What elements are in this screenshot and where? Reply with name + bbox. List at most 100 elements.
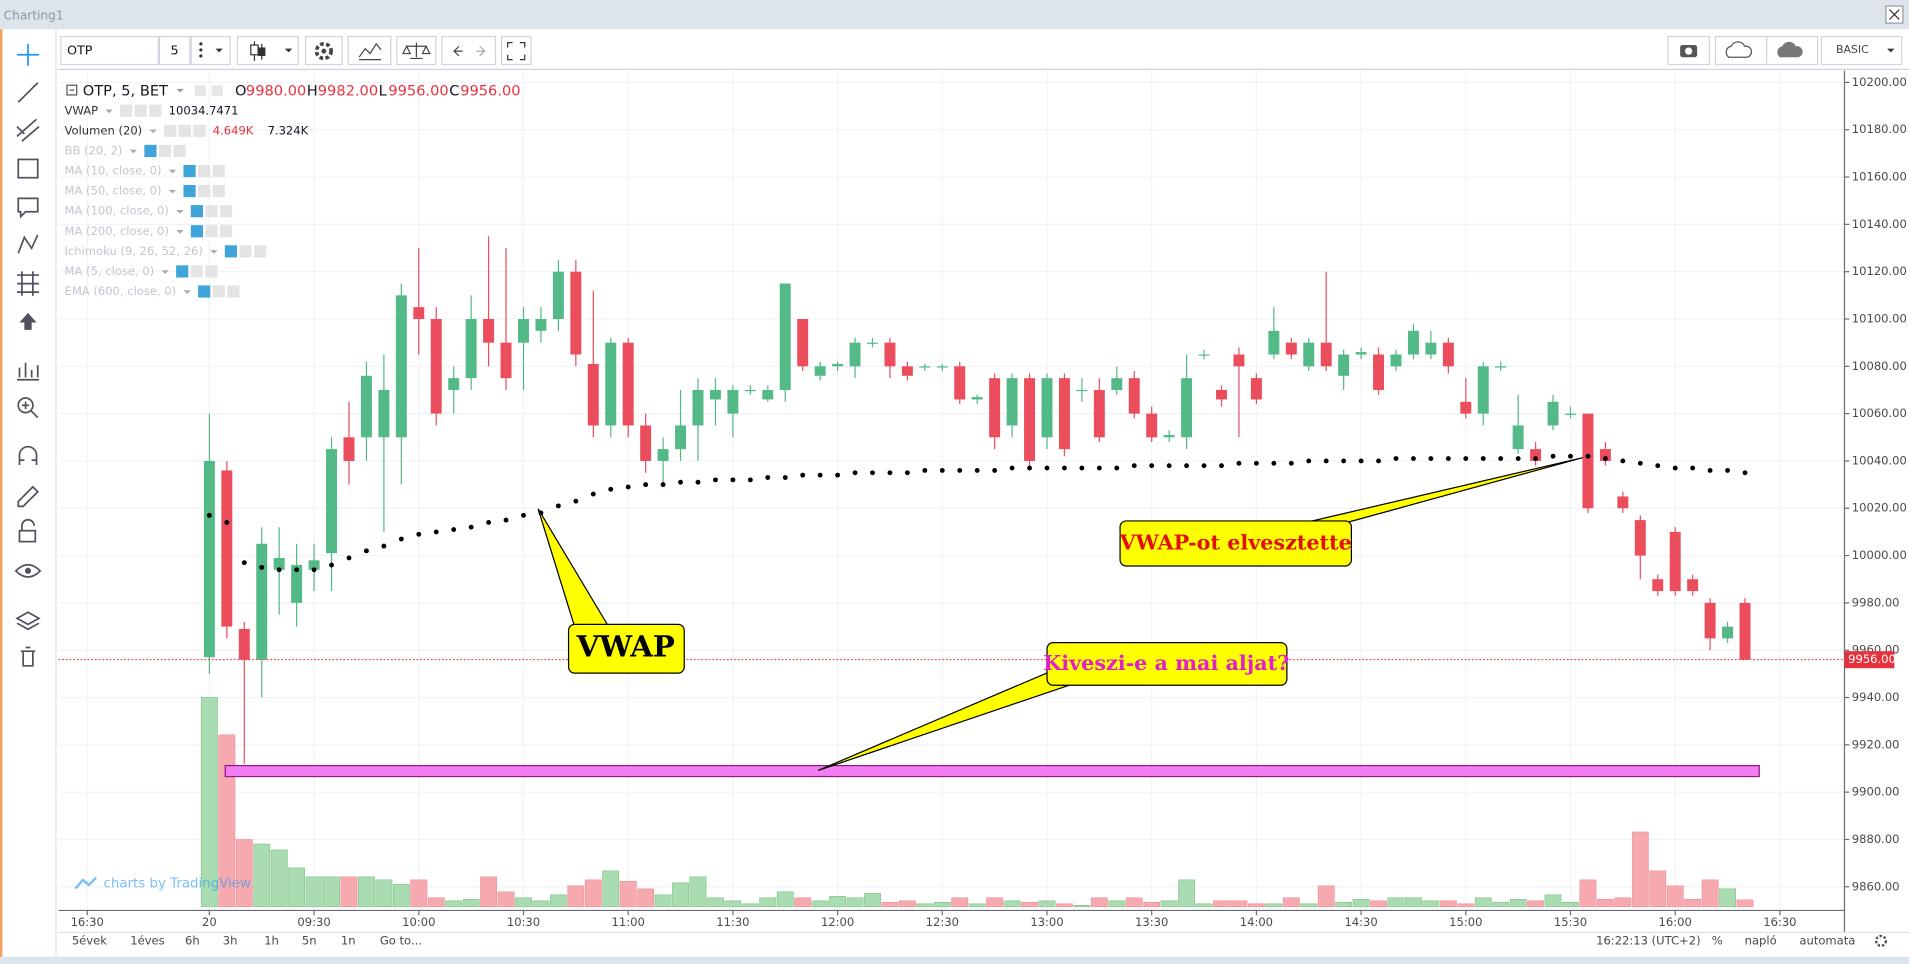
indicator-eye[interactable]	[119, 104, 133, 117]
vwap-dot	[887, 470, 893, 476]
log-toggle[interactable]: napló	[1745, 933, 1777, 947]
percent-toggle[interactable]: %	[1712, 933, 1723, 947]
pitchfork-tool[interactable]	[16, 118, 40, 142]
indicator-remove[interactable]	[205, 265, 218, 278]
indicator-settings[interactable]	[134, 104, 147, 117]
y-tick-label: 10120.00	[1852, 264, 1907, 278]
indicator-remove[interactable]	[220, 225, 233, 238]
indicator-remove[interactable]	[193, 124, 206, 137]
volume-bar	[305, 876, 323, 908]
indicator-eye[interactable]	[164, 124, 177, 137]
vwap-dot	[974, 467, 980, 473]
candle-body	[1058, 378, 1070, 450]
callout[interactable]: VWAP	[537, 508, 685, 674]
plan-button[interactable]	[1820, 35, 1903, 66]
interval-menu[interactable]	[190, 35, 231, 66]
candle-body	[465, 319, 477, 379]
vwap-dot	[1184, 463, 1190, 469]
indicator-remove[interactable]	[254, 245, 267, 258]
interval-input[interactable]	[158, 35, 191, 66]
volume-bar	[392, 884, 410, 908]
drawing-mode-tool[interactable]	[17, 485, 39, 508]
auto-toggle[interactable]: automata	[1799, 933, 1855, 947]
collapse-button[interactable]	[66, 84, 78, 96]
indicator-remove[interactable]	[149, 104, 162, 117]
visibility-tool[interactable]	[14, 563, 42, 578]
indicator-eye[interactable]	[198, 285, 211, 298]
callout[interactable]: Kiveszi-e a mai aljat?	[817, 642, 1289, 772]
indicator-eye[interactable]	[224, 245, 238, 258]
indicator-eye[interactable]	[190, 205, 203, 218]
range-button[interactable]: 6h	[185, 933, 200, 947]
volume-bar	[759, 897, 777, 908]
indicator-settings[interactable]	[212, 285, 225, 298]
load-button[interactable]	[1714, 35, 1768, 66]
range-button[interactable]: 1n	[341, 933, 356, 947]
range-button[interactable]: Go to...	[380, 933, 422, 947]
indicator-remove[interactable]	[212, 185, 225, 198]
x-tick-label: 11:30	[716, 915, 749, 929]
ohlc-value: 9982.00	[318, 82, 378, 99]
range-button[interactable]: 1éves	[130, 933, 164, 947]
range-button[interactable]: 3h	[223, 933, 238, 947]
indicator-remove[interactable]	[173, 144, 186, 158]
fullscreen-button[interactable]	[500, 35, 532, 66]
range-button[interactable]: 5n	[302, 933, 317, 947]
y-tick-label: 10200.00	[1852, 75, 1907, 89]
range-button[interactable]: 5évek	[72, 933, 107, 947]
indicator-name: MA (5, close, 0)	[65, 264, 155, 278]
indicator-value: 4.649K	[213, 123, 254, 137]
indicator-eye[interactable]	[183, 164, 196, 178]
indicator-eye[interactable]	[183, 185, 196, 198]
range-button[interactable]: 1h	[264, 933, 279, 947]
volume-bar	[1527, 900, 1545, 908]
indicator-remove[interactable]	[220, 205, 233, 218]
volume-bar	[1370, 900, 1387, 908]
zoom-tool[interactable]	[21, 401, 39, 419]
candle-body	[1477, 366, 1489, 414]
indicator-settings[interactable]	[198, 185, 211, 198]
y-tick-label: 10180.00	[1852, 122, 1907, 136]
trash-tool[interactable]	[20, 646, 36, 667]
shape-tool[interactable]	[17, 158, 39, 179]
indicator-settings[interactable]	[190, 265, 203, 278]
symbol-input[interactable]	[60, 35, 159, 66]
indicator-settings[interactable]	[178, 124, 191, 137]
vwap-dot	[957, 467, 963, 473]
indicator-settings[interactable]	[158, 144, 172, 158]
indicator-settings[interactable]	[205, 205, 218, 218]
support-zone[interactable]	[224, 764, 1760, 778]
indicators-button[interactable]	[347, 35, 392, 66]
measure-tool[interactable]	[17, 362, 39, 381]
indicator-settings[interactable]	[239, 245, 252, 258]
vwap-dot	[468, 524, 474, 530]
text-tool[interactable]	[17, 197, 39, 219]
fib-tool[interactable]	[17, 271, 39, 296]
volume-bar	[427, 897, 445, 908]
indicator-remove[interactable]	[227, 285, 240, 298]
volume-bar	[602, 870, 620, 908]
plan-label: BASIC	[1836, 43, 1869, 56]
left-toolbar	[2, 29, 57, 964]
trendline-tool[interactable]	[17, 82, 39, 103]
volume-bar	[1666, 885, 1684, 908]
volume-bar	[1544, 894, 1562, 908]
vwap-dot	[1445, 456, 1451, 462]
settings-icon[interactable]	[1874, 934, 1888, 947]
lock-tool[interactable]	[18, 529, 37, 543]
magnet-tool[interactable]	[18, 445, 38, 465]
layers-tool[interactable]	[15, 611, 41, 631]
crosshair-tool[interactable]	[17, 43, 39, 66]
indicator-eye[interactable]	[190, 225, 203, 238]
indicator-name: MA (50, close, 0)	[65, 184, 162, 198]
indicator-settings[interactable]	[198, 164, 211, 178]
callout[interactable]: VWAP-ot elvesztette	[1119, 457, 1583, 567]
indicator-remove[interactable]	[212, 164, 225, 178]
indicator-eye[interactable]	[144, 144, 157, 158]
arrow-tool[interactable]	[19, 312, 37, 330]
indicator-eye[interactable]	[176, 265, 189, 278]
undo-redo[interactable]	[441, 35, 497, 66]
vwap-dot	[625, 484, 631, 490]
indicator-settings[interactable]	[205, 225, 218, 238]
pattern-tool[interactable]	[17, 234, 39, 254]
